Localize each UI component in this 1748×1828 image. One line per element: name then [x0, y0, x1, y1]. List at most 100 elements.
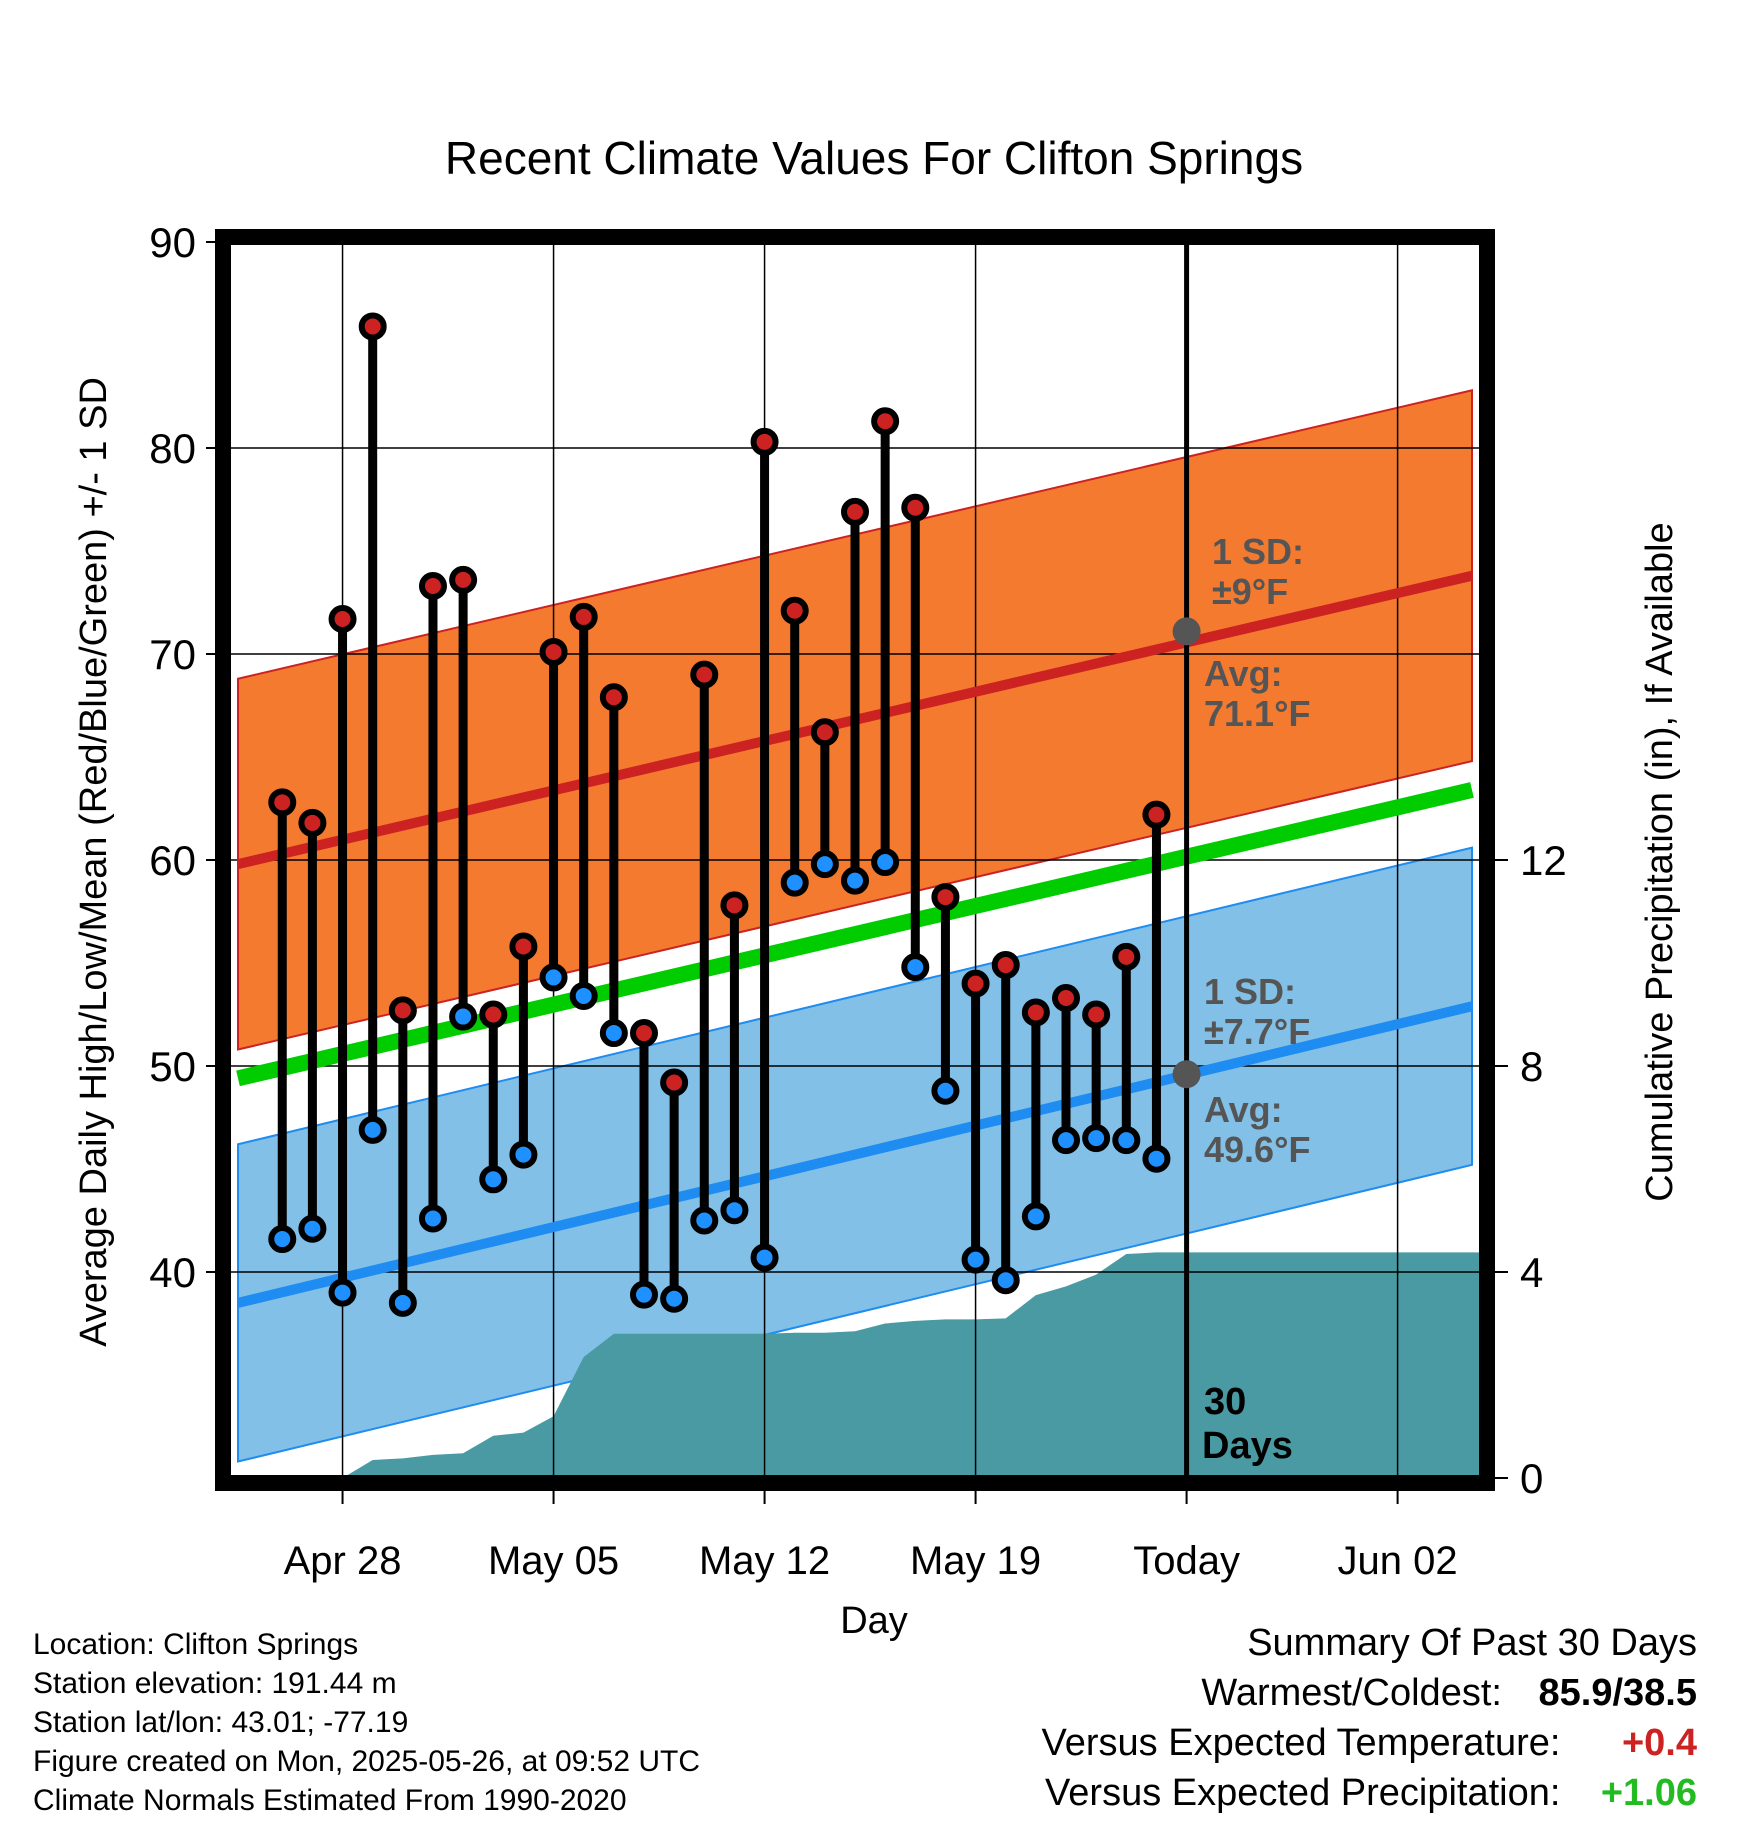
low-temp-point [901, 953, 930, 982]
summary-panel: Summary Of Past 30 Days Warmest/Coldest:… [1042, 1618, 1697, 1818]
low-temp-point [418, 1204, 447, 1233]
low-temp-point [780, 868, 809, 897]
low-temp-point [479, 1165, 508, 1194]
chart-title: Recent Climate Values For Clifton Spring… [445, 132, 1303, 184]
high-temp-point [961, 969, 990, 998]
high-temp-point [810, 718, 839, 747]
low-temp-point [569, 981, 598, 1010]
y2-tick-label: 0 [1520, 1455, 1543, 1502]
high-temp-point [298, 808, 327, 837]
high-sd-annotation: 1 SD: ±9°F [1212, 531, 1304, 612]
precip-area [243, 1252, 1479, 1478]
today-days-label: 30 Days [1202, 1381, 1293, 1467]
location-text: Location: Clifton Springs [33, 1628, 359, 1661]
x-tick-label: May 05 [488, 1539, 619, 1583]
low-temp-point [1112, 1126, 1141, 1155]
today-high-avg-marker [1172, 617, 1201, 646]
warm-cold-label: Warmest/Coldest: [1201, 1672, 1502, 1714]
low-temp-point [871, 848, 900, 877]
high-temp-point [871, 407, 900, 436]
high-temp-point [569, 602, 598, 631]
high-temp-point [1142, 800, 1171, 829]
y-tick-label: 40 [149, 1249, 196, 1296]
elevation-text: Station elevation: 191.44 m [33, 1667, 397, 1700]
created-text: Figure created on Mon, 2025-05-26, at 09… [33, 1745, 701, 1778]
warm-cold-value: 85.9/38.5 [1538, 1672, 1697, 1714]
mean-normal-line [236, 782, 1474, 1087]
low-temp-point [328, 1278, 357, 1307]
station-info: Location: Clifton Springs Station elevat… [33, 1625, 700, 1820]
high-temp-point [1021, 998, 1050, 1027]
low-temp-point [961, 1245, 990, 1274]
low-temp-point [1142, 1144, 1171, 1173]
y2-tick-label: 12 [1520, 837, 1567, 884]
today-low-avg-marker [1172, 1060, 1201, 1089]
plot-area: 1 SD: ±9°F Avg: 71.1°F 1 SD: ±7.7°F Avg: 49.6°F… [228, 242, 1482, 1478]
x-tick-label: Apr 28 [284, 1539, 402, 1583]
low-sd-annotation: 1 SD: ±7.7°F [1204, 971, 1310, 1052]
y2-tick-label: 8 [1520, 1043, 1543, 1090]
high-temp-point [328, 604, 357, 633]
low-temp-point [841, 866, 869, 895]
low-temp-point [599, 1019, 628, 1048]
y2-axis-label: Cumulative Precipitation (in), If Availa… [1639, 522, 1681, 1201]
low-temp-point [629, 1280, 658, 1309]
high-temp-point [991, 951, 1020, 980]
low-temp-point [388, 1288, 417, 1317]
high-temp-point [358, 312, 387, 341]
high-temp-point [660, 1068, 689, 1097]
low-temp-point [750, 1243, 779, 1272]
x-axis-label: Day [840, 1600, 908, 1642]
low-temp-point [810, 850, 839, 879]
high-temp-point [479, 1000, 508, 1029]
low-temp-point [931, 1076, 960, 1105]
high-temp-point [841, 497, 869, 526]
low-avg-annotation: Avg: 49.6°F [1204, 1089, 1310, 1170]
x-tick-label: May 19 [910, 1539, 1041, 1583]
low-temp-point [660, 1284, 689, 1313]
low-temp-point [449, 1002, 478, 1031]
low-temp-point [298, 1214, 327, 1243]
x-tick-label: May 12 [699, 1539, 830, 1583]
high-temp-point [901, 493, 930, 522]
high-temp-point [629, 1019, 658, 1048]
high-temp-point [449, 565, 478, 594]
high-temp-point [750, 427, 779, 456]
low-temp-point [539, 963, 568, 992]
low-temp-point [509, 1140, 538, 1169]
normals-text: Climate Normals Estimated From 1990-2020 [33, 1784, 627, 1817]
high-temp-point [1052, 984, 1081, 1013]
temp-delta-value: +0.4 [1621, 1722, 1697, 1764]
y-tick-label: 50 [149, 1043, 196, 1090]
high-temp-point [780, 596, 809, 625]
high-temp-point [539, 637, 568, 666]
y-axis-label: Average Daily High/Low/Mean (Red/Blue/Gr… [73, 377, 115, 1347]
x-tick-label: Jun 02 [1338, 1539, 1458, 1583]
high-temp-point [509, 932, 538, 961]
low-temp-point [720, 1196, 749, 1225]
low-temp-point [991, 1266, 1020, 1295]
y-tick-label: 70 [149, 631, 196, 678]
summary-warm-cold: Warmest/Coldest: 85.9/38.5 [1042, 1668, 1697, 1718]
low-temp-point [1082, 1124, 1111, 1153]
temp-label: Versus Expected Temperature: [1041, 1722, 1561, 1764]
high-avg-annotation: Avg: 71.1°F [1204, 653, 1310, 734]
high-temp-point [388, 996, 417, 1025]
summary-precip: Versus Expected Precipitation: +1.06 [1042, 1768, 1697, 1818]
high-temp-point [599, 683, 628, 712]
low-temp-point [1052, 1126, 1081, 1155]
precip-delta-value: +1.06 [1600, 1772, 1697, 1814]
y-tick-label: 90 [149, 219, 196, 266]
summary-temp: Versus Expected Temperature: +0.4 [1042, 1718, 1697, 1768]
summary-title: Summary Of Past 30 Days [1247, 1622, 1697, 1664]
low-temp-point [1021, 1202, 1050, 1231]
low-temp-point [358, 1115, 387, 1144]
high-temp-point [720, 891, 749, 920]
high-temp-point [1112, 942, 1141, 971]
high-temp-point [1082, 1000, 1111, 1029]
high-temp-point [268, 788, 297, 817]
high-temp-point [418, 572, 447, 601]
plot-frame [215, 229, 1495, 1491]
latlon-text: Station lat/lon: 43.01; -77.19 [33, 1706, 409, 1739]
